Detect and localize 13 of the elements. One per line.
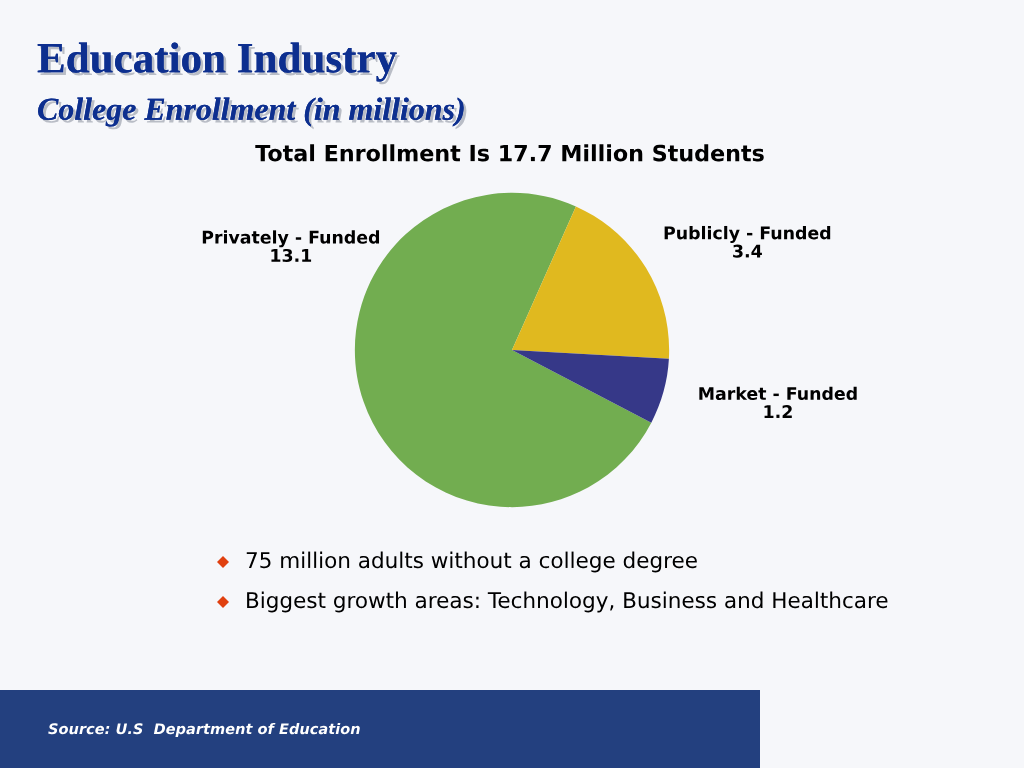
chart-subtitle: College Enrollment (in millions): [38, 97, 467, 130]
data-label: 3.4: [733, 244, 762, 258]
slice-label: Market - Funded: [699, 386, 857, 401]
slice-label: Publicly - Funded: [664, 225, 831, 243]
text: Biggest growth areas: Technology, Business and Healthcare: [247, 591, 888, 613]
text: Total Enrollment Is 17.7 Million Students: [255, 144, 764, 162]
chart-title: Education Industry: [37, 42, 400, 85]
text: 75 million adults without a college degree: [246, 551, 697, 573]
source-note: Source: U.S Department of Education: [48, 722, 360, 738]
slice-label: Privately - Funded: [202, 230, 380, 248]
data-label: 1.2: [764, 405, 792, 418]
pie-slice: [512, 350, 669, 423]
data-label: 13.1: [271, 248, 312, 263]
